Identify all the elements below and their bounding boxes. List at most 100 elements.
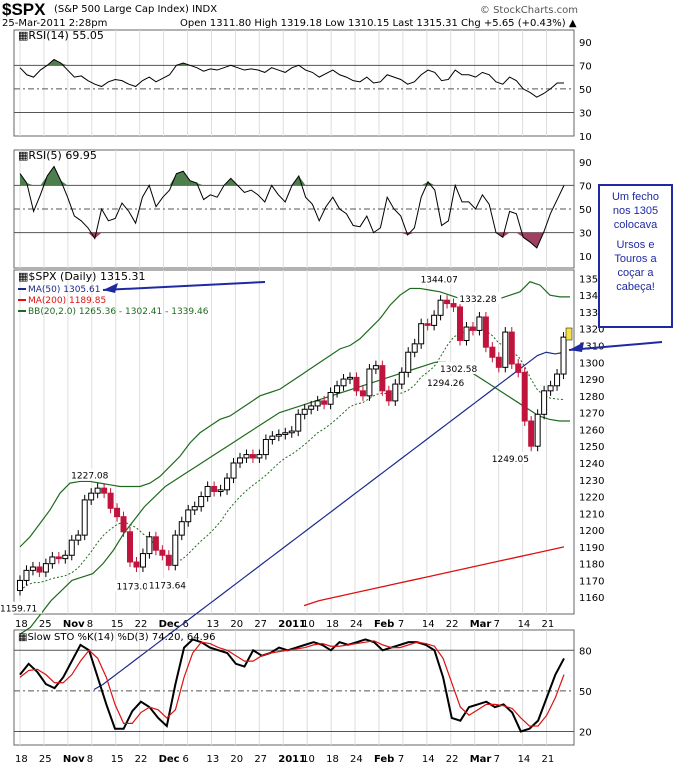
panel-frame-rsi14 — [13, 29, 575, 137]
candle-body — [372, 365, 379, 370]
stoch-line-k — [19, 638, 565, 733]
bb-lower-line — [19, 361, 570, 635]
candle-body — [431, 314, 438, 326]
y-tick-label: 50 — [579, 85, 592, 96]
overbought-fill — [20, 59, 564, 66]
price-label: 1173.64 — [149, 581, 186, 591]
y-tick-label: 1210 — [579, 509, 604, 520]
y-tick-label: 1220 — [579, 493, 604, 504]
x-tick-label: 24 — [350, 754, 363, 765]
y-tick-label: 1280 — [579, 392, 604, 403]
x-tick-label: 6 — [183, 619, 189, 630]
x-tick-label: 22 — [135, 754, 148, 765]
y-tick-label: 1230 — [579, 476, 604, 487]
candle-body — [139, 553, 146, 568]
oscillator-line — [19, 58, 564, 98]
annotation-line-1: Um fecho nos 1305 colocava — [611, 191, 660, 231]
candle-body — [482, 316, 489, 348]
x-tick-label: 14 — [422, 619, 435, 630]
candle-body — [217, 489, 224, 493]
candle-body — [476, 316, 483, 331]
x-tick-label: 18 — [15, 619, 28, 630]
candle-body — [359, 390, 366, 397]
candle-body — [159, 549, 166, 556]
x-tick-label: 22 — [135, 619, 148, 630]
x-tick-label: 8 — [87, 619, 93, 630]
panel-frame-price — [13, 269, 575, 615]
candle-body — [243, 454, 250, 459]
y-tick-label: 1330 — [579, 308, 604, 319]
ma200-line — [303, 546, 565, 607]
candle-body — [398, 371, 405, 385]
candle-body — [353, 376, 360, 392]
ma50-line — [93, 351, 565, 691]
annotation-arrowhead — [103, 283, 118, 293]
y-tick-label: 1160 — [579, 593, 604, 604]
y-tick-label: 50 — [579, 205, 592, 216]
legend-entry: MA(200) 1189.85 — [28, 296, 106, 306]
legend-entry: MA(50) 1305.61 — [28, 285, 100, 295]
x-tick-label: 24 — [350, 619, 363, 630]
candle-body — [508, 331, 515, 365]
y-tick-label: 90 — [579, 38, 592, 49]
candle-body — [237, 457, 243, 464]
candle-body — [385, 390, 392, 402]
annotation-arrow-line — [568, 341, 663, 351]
y-tick-label: 30 — [579, 108, 592, 119]
x-tick-label: 27 — [254, 619, 267, 630]
price-label: 1227.08 — [71, 472, 108, 482]
candle-body — [81, 499, 88, 536]
x-tick-label: 20 — [230, 619, 243, 630]
stoch-line-d — [19, 640, 565, 727]
candle-body — [198, 496, 205, 508]
y-tick-label: 1290 — [579, 375, 604, 386]
x-tick-label: Mar — [470, 619, 492, 630]
price-label-bg — [0, 601, 42, 614]
candle-body — [75, 534, 82, 541]
candle-body — [23, 569, 30, 581]
x-tick-label: 18 — [326, 619, 339, 630]
x-tick-label: Feb — [374, 619, 394, 630]
x-tick-label: 13 — [206, 619, 219, 630]
x-tick-label: 15 — [111, 754, 124, 765]
candle-body — [146, 536, 153, 555]
candle-body — [463, 326, 470, 341]
candle-body — [418, 323, 425, 345]
y-tick-label: 10 — [579, 132, 592, 143]
candle-body — [249, 454, 256, 459]
candle-body — [457, 306, 463, 341]
candle-body — [469, 326, 476, 331]
candle-body — [450, 303, 457, 308]
y-tick-label: 10 — [579, 252, 592, 263]
candle-body — [424, 323, 431, 326]
candle-body — [495, 356, 502, 368]
y-tick-label: 1300 — [579, 358, 604, 369]
chart-instrument-name: (S&P 500 Large Cap Index) INDX — [54, 4, 218, 15]
x-tick-label: 21 — [542, 619, 555, 630]
x-tick-label: 20 — [230, 754, 243, 765]
candle-body — [366, 368, 373, 397]
y-tick-label: 1260 — [579, 425, 604, 436]
candle-body — [230, 462, 237, 479]
candle-body — [528, 420, 535, 447]
candle-body — [392, 383, 399, 402]
x-tick-label: 14 — [518, 754, 531, 765]
y-tick-label: 50 — [579, 687, 592, 698]
candle-body — [94, 487, 101, 494]
candle-body — [347, 376, 353, 380]
candle-body — [269, 435, 276, 440]
candle-body — [560, 336, 567, 375]
x-tick-label: Dec — [159, 754, 180, 765]
x-tick-label: 6 — [183, 754, 189, 765]
candle-body — [379, 365, 386, 392]
y-tick-label: 70 — [579, 61, 592, 72]
x-tick-label: 18 — [15, 754, 28, 765]
candle-body — [204, 485, 211, 498]
y-tick-label: 1320 — [579, 325, 604, 336]
x-tick-label: 7 — [398, 754, 404, 765]
panel-legend: ▦Slow STO %K(14) %D(3) 74.20, 64.96 — [18, 632, 215, 643]
price-label-bg — [457, 292, 502, 305]
y-tick-label: 1240 — [579, 459, 604, 470]
y-tick-label: 1270 — [579, 409, 604, 420]
